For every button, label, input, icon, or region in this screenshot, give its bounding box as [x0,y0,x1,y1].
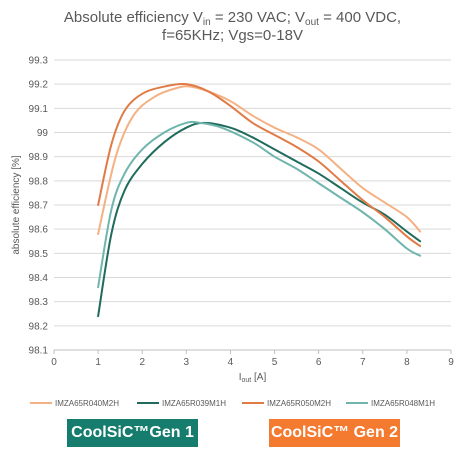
x-tick-label: 8 [404,357,410,368]
legend-label: IMZA65R039M1H [162,399,226,408]
x-axis-label: Iout [A] [239,372,267,384]
y-tick-label: 99.1 [29,104,49,115]
series-line-imza65r050m2h [97,82,422,248]
legend-label: IMZA65R048M1H [371,399,435,408]
legend-label: IMZA65R050M2H [267,399,331,408]
y-tick-label: 98.7 [29,201,49,212]
chart-title-line1: Absolute efficiency Vin = 230 VAC; Vout … [63,9,402,28]
x-tick-label: 7 [360,357,366,368]
legend-label: IMZA65R040M2H [55,399,119,408]
y-tick-label: 98.8 [29,176,49,187]
y-tick-label: 98.6 [29,225,49,236]
y-tick-label: 98.2 [29,321,49,332]
x-tick-label: 2 [139,357,145,368]
y-tick-label: 98.3 [29,297,49,308]
series-line-imza65r040m2h [97,85,422,235]
y-tick-label: 98.1 [29,346,49,357]
chart-title-line2: f=65KHz; Vgs=0-18V [162,27,303,44]
y-axis-label: absolute efficiency [%] [11,155,22,255]
x-tick-label: 1 [95,357,101,368]
x-tick-label: 6 [316,357,322,368]
y-tick-label: 98.4 [29,273,49,284]
y-tick-label: 99.3 [29,56,49,67]
y-tick-label: 98.5 [29,249,49,260]
y-tick-label: 99.2 [29,80,49,91]
x-tick-label: 0 [51,357,57,368]
x-tick-label: 9 [448,357,454,368]
coolsic-gen1-badge: CoolSiC™Gen 1 [67,419,198,447]
x-tick-label: 5 [272,357,278,368]
y-tick-label: 99 [37,128,49,139]
coolsic-gen2-badge: CoolSiC™ Gen 2 [269,419,400,447]
x-tick-label: 4 [228,357,234,368]
series-line-imza65r048m1h [97,120,422,289]
x-tick-label: 3 [184,357,190,368]
y-tick-label: 98.9 [29,152,49,163]
